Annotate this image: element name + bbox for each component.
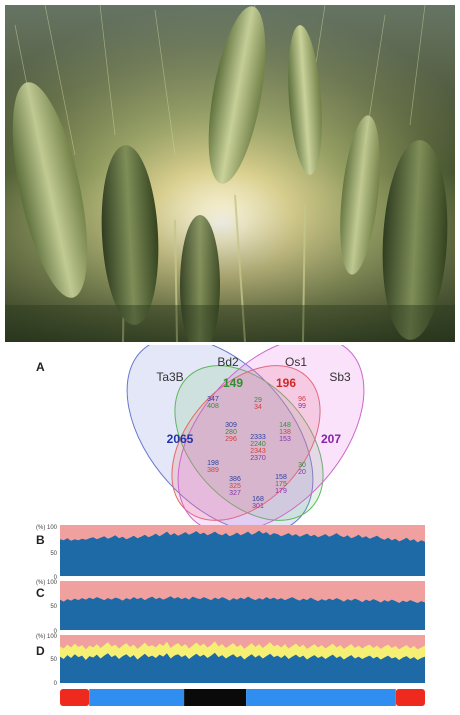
- svg-text:158: 158: [275, 474, 287, 481]
- track-d: (%) 100 50 0: [36, 634, 425, 687]
- venn-region-ta-bd-os: 309 280 296: [225, 422, 237, 443]
- svg-text:408: 408: [207, 403, 219, 410]
- svg-text:389: 389: [207, 467, 219, 474]
- chromosome-bar: [60, 689, 425, 706]
- venn-unique-sb3: 207: [321, 432, 341, 446]
- venn-set-bd2: [174, 365, 324, 521]
- svg-text:280: 280: [225, 429, 237, 436]
- svg-text:138: 138: [279, 429, 291, 436]
- venn-label-os1: Os1: [285, 355, 307, 369]
- svg-text:179: 179: [275, 488, 287, 495]
- svg-text:96: 96: [298, 396, 306, 403]
- track-d-blue-area: [60, 652, 425, 683]
- svg-text:301: 301: [252, 503, 264, 510]
- panel-a-label: A: [36, 360, 45, 374]
- venn-unique-os1: 196: [276, 376, 296, 390]
- svg-text:2333: 2333: [250, 434, 266, 441]
- track-b: (%) 100 50 0: [36, 525, 425, 581]
- track-c-area: [60, 596, 425, 630]
- venn-region-ta-bd: 347 408: [207, 396, 219, 410]
- track-c-tick-bottom: 0: [54, 629, 58, 635]
- venn-set-sb3: [177, 345, 365, 533]
- svg-text:198: 198: [207, 460, 219, 467]
- chromosome-segment-end-0: [60, 689, 90, 706]
- chromosome-segment-end-4: [395, 689, 425, 706]
- track-c: (%) 100 50 0: [36, 580, 425, 635]
- venn-region-bd-os-sb: 148 138 153: [279, 422, 291, 443]
- svg-text:99: 99: [298, 403, 306, 410]
- venn-region-ta-os: 198 389: [207, 460, 219, 474]
- venn-region-ta-bd-sb: 386 325 327: [229, 476, 241, 497]
- svg-text:30: 30: [298, 462, 306, 469]
- track-c-tick-top: (%) 100: [36, 580, 58, 586]
- svg-text:2343: 2343: [250, 448, 266, 455]
- svg-text:386: 386: [229, 476, 241, 483]
- track-b-tick-bottom: 0: [54, 575, 58, 581]
- svg-text:153: 153: [279, 436, 291, 443]
- chromosome-segment-arm-3: [246, 689, 396, 706]
- svg-text:20: 20: [298, 469, 306, 476]
- panel-b-label: B: [36, 533, 45, 547]
- venn-label-sb3: Sb3: [329, 370, 351, 384]
- venn-unique-bd2: 149: [223, 376, 243, 390]
- genomics-figure: A Ta3B Bd2 Os1 Sb3 2065 149 196 207 347 …: [36, 345, 425, 706]
- chromosome-segment-arm-1: [89, 689, 185, 706]
- svg-text:347: 347: [207, 396, 219, 403]
- venn-region-ta-os-sb: 158 175 179: [275, 474, 287, 495]
- venn-label-ta3b: Ta3B: [156, 370, 183, 384]
- track-d-tick-mid: 50: [50, 657, 57, 663]
- svg-text:325: 325: [229, 483, 241, 490]
- panel-d-label: D: [36, 644, 45, 658]
- svg-text:168: 168: [252, 496, 264, 503]
- svg-text:34: 34: [254, 404, 262, 411]
- svg-text:175: 175: [275, 481, 287, 488]
- track-c-tick-mid: 50: [50, 604, 57, 610]
- venn-region-bd-os: 29 34: [254, 397, 262, 411]
- venn-region-all: 2333 2240 2343 2370: [250, 434, 266, 462]
- venn-region-bd-sb: 30 20: [298, 462, 306, 476]
- wheat-photo: [5, 5, 455, 342]
- svg-text:296: 296: [225, 436, 237, 443]
- svg-text:2240: 2240: [250, 441, 266, 448]
- track-b-tick-mid: 50: [50, 551, 57, 557]
- venn-region-os-sb: 96 99: [298, 396, 306, 410]
- track-b-area: [60, 530, 425, 576]
- venn-region-ta-sb: 168 301: [252, 496, 264, 510]
- venn-diagram: [126, 345, 365, 533]
- chromosome-segment-center-2: [184, 689, 247, 706]
- venn-unique-ta3b: 2065: [167, 432, 194, 446]
- svg-text:327: 327: [229, 490, 241, 497]
- venn-label-bd2: Bd2: [217, 355, 239, 369]
- track-d-tick-top: (%) 100: [36, 634, 58, 640]
- svg-text:148: 148: [279, 422, 291, 429]
- svg-text:29: 29: [254, 397, 262, 404]
- track-b-tick-top: (%) 100: [36, 525, 58, 531]
- track-d-tick-bottom: 0: [54, 681, 58, 687]
- venn-set-ta3b: [126, 345, 314, 533]
- panel-c-label: C: [36, 586, 45, 600]
- svg-text:2370: 2370: [250, 455, 266, 462]
- svg-text:309: 309: [225, 422, 237, 429]
